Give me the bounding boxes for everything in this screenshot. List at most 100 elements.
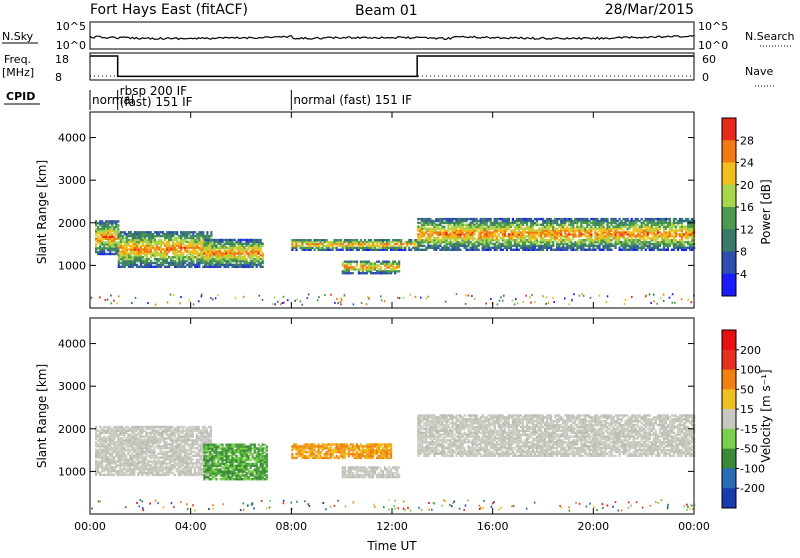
heat-cell [492,247,494,249]
heat-cell [396,239,398,241]
colorbar-tick-label: 28 [740,134,754,147]
heat-cell [250,245,252,247]
heat-cell [118,252,120,254]
heat-cell [243,296,245,298]
heat-cell [464,228,466,230]
heat-cell [146,239,148,241]
heat-cell [302,304,304,306]
heat-cell [127,458,129,460]
heat-cell [235,297,237,299]
heat-cell [649,218,651,220]
heat-cell [579,295,581,297]
heat-cell [170,426,172,428]
heat-cell [141,426,143,428]
heat-cell [155,435,157,437]
heat-cell [356,247,358,249]
heat-cell [455,218,457,220]
heat-cell [564,297,566,299]
heat-cell [164,466,166,468]
heat-cell [610,233,612,235]
heat-cell [530,218,532,220]
heat-cell [182,435,184,437]
heat-cell [207,239,209,241]
heat-cell [625,218,627,220]
heat-cell [182,239,184,241]
heat-cell [318,243,320,245]
heat-cell [234,243,236,245]
heat-cell [596,228,598,230]
heat-cell [206,231,208,233]
heat-cell [131,426,133,428]
heat-cell [468,218,470,220]
heat-cell [182,246,184,248]
heat-cell [433,237,435,239]
heat-cell [246,239,248,241]
heat-cell [97,443,99,445]
heat-cell [518,224,520,226]
heat-cell [352,272,354,274]
heat-cell [109,226,111,228]
heat-cell [192,426,194,428]
heat-cell [117,224,119,226]
heat-cell [372,262,374,264]
heat-cell [344,294,346,296]
heat-cell [447,247,449,249]
heat-cell [532,241,534,243]
heat-cell [584,249,586,251]
heat-cell [552,249,554,251]
heat-cell [653,218,655,220]
heat-cell [101,474,103,476]
heat-cell [399,297,401,299]
heat-cell [124,231,126,233]
heat-cell [583,295,585,297]
heat-cell [449,218,451,220]
heat-cell [490,218,492,220]
heat-cell [105,437,107,439]
heat-cell [297,239,299,241]
heat-cell [554,249,556,251]
heat-cell [653,300,655,302]
heat-cell [619,247,621,249]
heat-cell [166,231,168,233]
heat-cell [465,303,467,305]
heat-cell [196,250,198,252]
heat-cell [546,296,548,298]
nsky-tick-top: 10^5 [56,20,86,33]
heat-cell [105,220,107,222]
heat-cell [384,268,386,270]
heat-cell [429,245,431,247]
heat-cell [254,239,256,241]
heat-cell [262,243,264,245]
heat-cell [613,226,615,228]
heat-cell [209,239,211,241]
heat-cell [145,432,147,434]
heat-cell [655,233,657,235]
heat-cell [388,261,390,263]
heat-cell [532,220,534,222]
heat-cell [610,228,612,230]
heat-cell [194,462,196,464]
heat-cell [172,464,174,466]
heat-cell [671,233,673,235]
heat-cell [107,457,109,459]
heat-cell [111,466,113,468]
heat-cell [659,249,661,251]
heat-cell [305,247,307,249]
heat-cell [439,218,441,220]
heat-cell [348,266,350,268]
heat-cell [586,249,588,251]
heat-cell [437,231,439,233]
heat-cell [498,218,500,220]
heat-cell [101,428,103,430]
heat-cell [95,220,97,222]
heat-cell [590,297,592,299]
heat-cell [105,241,107,243]
heat-cell [602,245,604,247]
heat-cell [552,241,554,243]
heat-cell [217,294,219,296]
heat-cell [545,303,547,305]
heat-cell [123,472,125,474]
heat-cell [627,249,629,251]
heat-cell [380,266,382,268]
heat-cell [113,226,115,228]
